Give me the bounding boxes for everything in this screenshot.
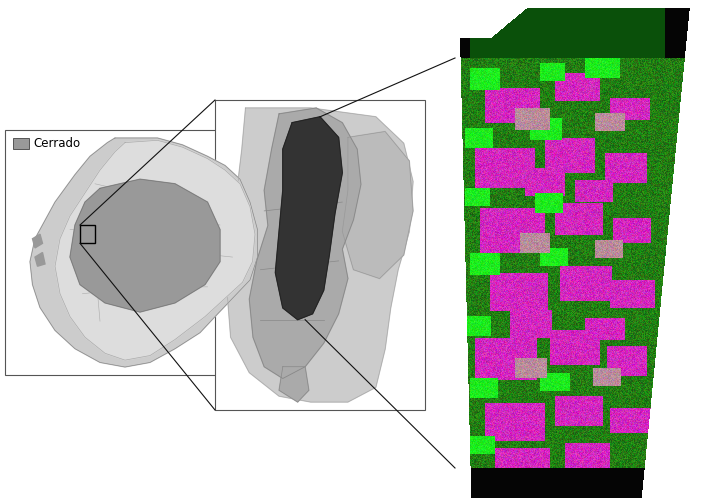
Polygon shape [227, 108, 413, 402]
Polygon shape [30, 138, 258, 367]
Bar [80, 225, 95, 243]
Text: Cerrado: Cerrado [33, 137, 80, 150]
Polygon shape [249, 108, 361, 379]
Bar [5, 130, 275, 375]
Polygon shape [55, 140, 255, 360]
Polygon shape [35, 253, 45, 266]
Polygon shape [70, 179, 220, 312]
Polygon shape [342, 132, 413, 279]
Polygon shape [275, 117, 342, 320]
Polygon shape [32, 234, 42, 248]
Bar [13, 138, 29, 149]
Polygon shape [279, 367, 309, 402]
Bar [215, 100, 425, 410]
